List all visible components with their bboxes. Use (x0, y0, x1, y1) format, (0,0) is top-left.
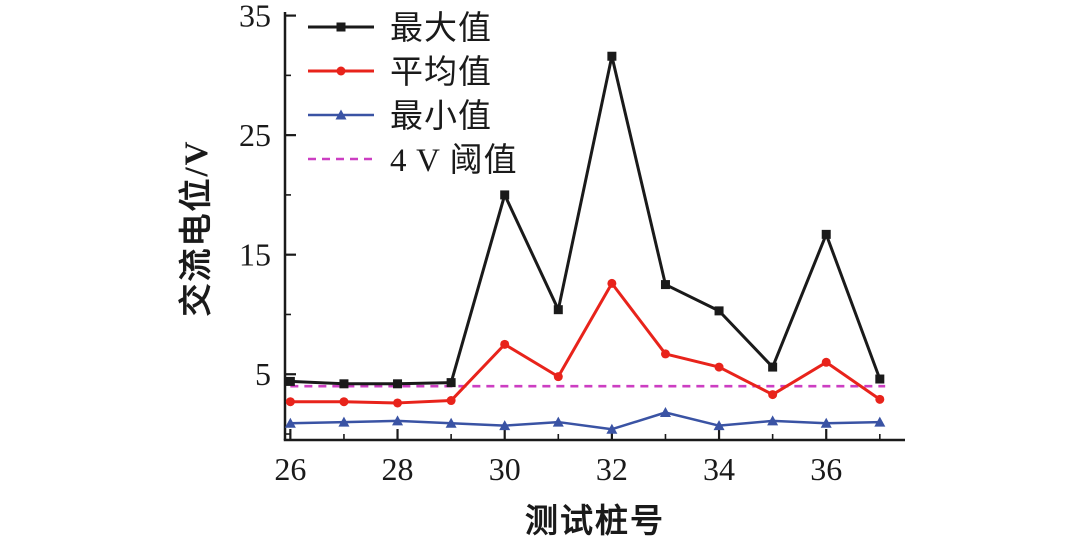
series-marker-triangle (820, 417, 832, 428)
series-marker-circle (607, 278, 617, 288)
x-tick-label: 26 (274, 451, 306, 487)
series-marker-triangle (713, 420, 725, 431)
y-tick-label: 5 (255, 356, 271, 392)
series-marker-circle (393, 398, 403, 408)
series-marker-square (339, 379, 349, 389)
series-marker-circle (500, 339, 510, 349)
series-marker-square (553, 305, 563, 315)
legend-marker-square (336, 22, 346, 32)
legend-marker-triangle (335, 109, 347, 120)
series-marker-circle (285, 397, 295, 407)
series-marker-circle (446, 396, 456, 406)
series-marker-triangle (445, 417, 457, 428)
series-marker-circle (660, 349, 670, 359)
x-tick-label: 32 (596, 451, 628, 487)
series-marker-square (285, 376, 295, 386)
series-marker-circle (339, 397, 349, 407)
series-marker-square (875, 374, 885, 384)
series-marker-square (714, 306, 724, 316)
series-marker-triangle (338, 416, 350, 427)
legend-label: 最大值 (390, 10, 492, 47)
series-marker-triangle (767, 415, 779, 426)
y-tick-label: 25 (239, 117, 271, 153)
y-axis-title: 交流电位/V (179, 139, 215, 317)
legend-label: 平均值 (390, 54, 492, 91)
y-tick-label: 15 (239, 237, 271, 273)
series-marker-circle (768, 390, 778, 400)
x-tick-label: 34 (703, 451, 735, 487)
series-line-triangle (289, 411, 882, 431)
series-marker-triangle (499, 420, 511, 431)
series-marker-triangle (659, 407, 671, 418)
series-line-square (288, 54, 882, 386)
series-marker-triangle (874, 416, 886, 427)
series-marker-square (393, 379, 403, 389)
x-tick-label: 28 (382, 451, 414, 487)
series-marker-square (768, 362, 778, 372)
x-axis-title: 测试桩号 (525, 504, 665, 537)
series-marker-circle (821, 357, 831, 367)
y-tick-label: 35 (239, 0, 271, 34)
series-marker-square (821, 229, 831, 239)
series-marker-triangle (552, 416, 564, 427)
series-marker-square (607, 51, 617, 61)
series-marker-triangle (606, 423, 618, 434)
series-marker-circle (875, 394, 885, 404)
legend-label: 4 V 阈值 (390, 142, 518, 179)
legend-marker-circle (336, 66, 346, 76)
series-marker-circle (553, 372, 563, 382)
series-marker-triangle (392, 415, 404, 426)
series-marker-square (500, 190, 510, 200)
series-marker-triangle (284, 417, 296, 428)
series-marker-circle (714, 362, 724, 372)
series-marker-square (446, 378, 456, 388)
x-tick-label: 30 (489, 451, 521, 487)
legend-label: 最小值 (390, 98, 492, 135)
x-tick-label: 36 (810, 451, 842, 487)
series-marker-square (660, 280, 670, 290)
series-line-circle (288, 281, 882, 405)
